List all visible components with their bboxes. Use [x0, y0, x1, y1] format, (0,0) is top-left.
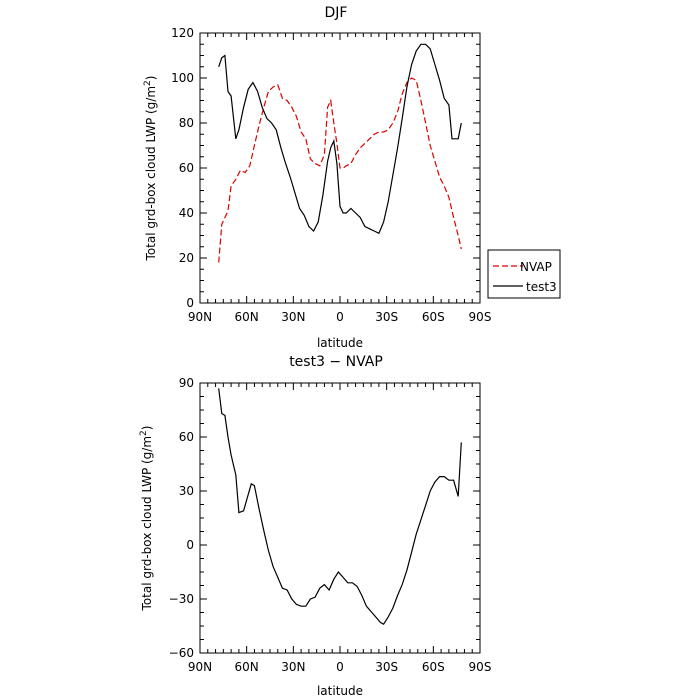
difference-y-tick-label: 0 [186, 538, 194, 552]
difference-y-axis-label-sup: 2 [139, 430, 149, 436]
djf-y-tick-label: 40 [179, 206, 194, 220]
djf-y-axis-label-end: ) [144, 76, 158, 81]
legend-label-nvap: NVAP [520, 260, 552, 274]
difference-x-axis-label: latitude [317, 684, 363, 698]
difference-x-tick-label: 60N [235, 660, 259, 674]
djf-y-tick-label: 80 [179, 116, 194, 130]
djf-series-lines [218, 43, 462, 263]
djf-line-nvap [218, 77, 462, 263]
difference-x-tick-label: 30S [375, 660, 398, 674]
djf-y-axis-label: Total grd-box cloud LWP (g/m2) [143, 76, 158, 262]
difference-panel: test3 − NVAP 90N 60N 30N 0 30S 60S 90S −60 −30 0 3… [139, 354, 491, 698]
difference-y-axis-label-end: ) [140, 426, 154, 431]
djf-y-tick-label: 100 [171, 71, 194, 85]
difference-y-tick-label: 60 [179, 430, 194, 444]
djf-y-axis-label-main: Total grd-box cloud LWP (g/m [144, 86, 158, 261]
djf-chart-title: DJF [325, 5, 348, 21]
legend-label-test3: test3 [526, 280, 557, 294]
difference-chart-title: test3 − NVAP [289, 354, 383, 370]
djf-x-tick-label: 90N [188, 310, 212, 324]
difference-y-tick-label: 30 [179, 484, 194, 498]
difference-y-tick-label: −60 [169, 646, 194, 660]
difference-x-tick-label: 90N [188, 660, 212, 674]
difference-axis-ticks: 90N 60N 30N 0 30S 60S 90S −60 −30 0 30 60 90 [169, 376, 492, 674]
legend-box [487, 249, 561, 299]
difference-y-axis-label-main: Total grd-box cloud LWP (g/m [140, 436, 154, 611]
difference-x-tick-label: 0 [336, 660, 344, 674]
difference-x-tick-label: 90S [469, 660, 492, 674]
djf-x-tick-label: 30S [375, 310, 398, 324]
difference-line-series-0 [218, 388, 462, 626]
difference-y-tick-label: 90 [179, 376, 194, 390]
djf-legend: NVAP test3 [487, 249, 561, 299]
difference-x-tick-label: 30N [281, 660, 305, 674]
djf-y-tick-label: 0 [186, 296, 194, 310]
djf-x-tick-label: 90S [469, 310, 492, 324]
djf-x-tick-label: 60S [422, 310, 445, 324]
djf-x-tick-label: 60N [235, 310, 259, 324]
djf-x-axis-label: latitude [317, 336, 363, 350]
difference-plot-frame [199, 382, 481, 654]
djf-axis-ticks: 90N 60N 30N 0 30S 60S 90S 0 20 40 60 80 100 120 [171, 26, 491, 324]
djf-line-test3 [218, 43, 462, 235]
djf-y-axis-label-sup: 2 [143, 80, 153, 86]
djf-y-tick-label: 20 [179, 251, 194, 265]
djf-panel: DJF 90N 60N 30N 0 30S 60S 90S 0 20 40 60 80 100 120 l… [143, 5, 561, 350]
djf-x-tick-label: 30N [281, 310, 305, 324]
difference-series-lines [218, 388, 462, 626]
djf-y-tick-label: 60 [179, 161, 194, 175]
difference-y-axis-label: Total grd-box cloud LWP (g/m2) [139, 426, 154, 612]
difference-x-tick-label: 60S [422, 660, 445, 674]
difference-y-tick-label: −30 [169, 592, 194, 606]
djf-x-tick-label: 0 [336, 310, 344, 324]
djf-y-tick-label: 120 [171, 26, 194, 40]
